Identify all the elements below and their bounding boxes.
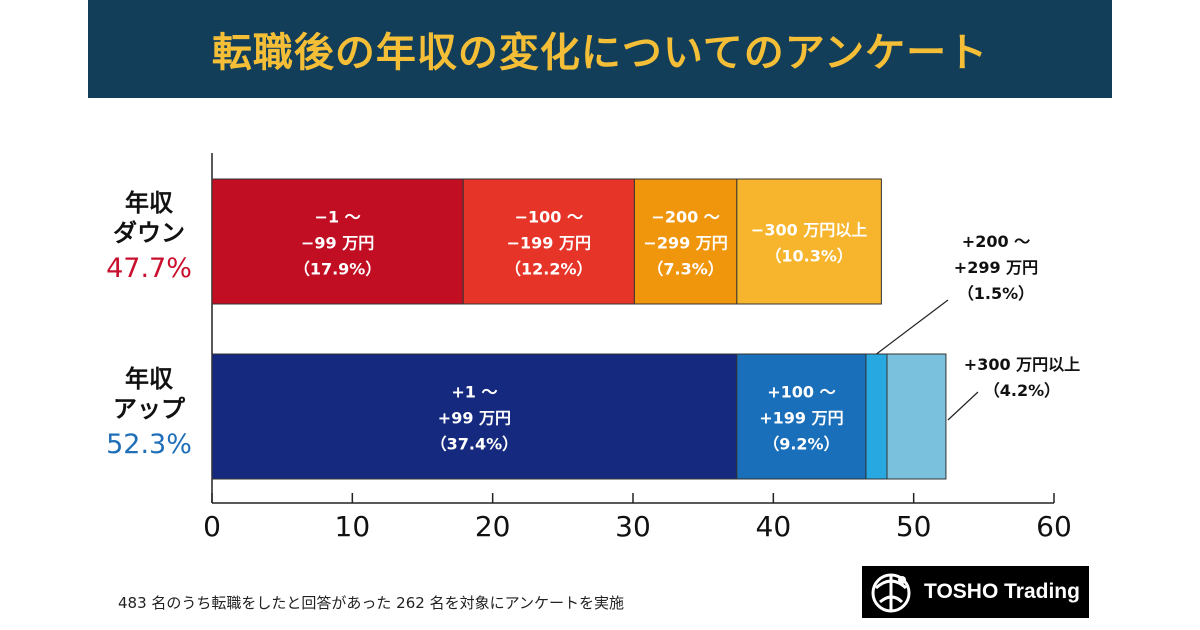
down-segment-label: −100 ～ [515, 208, 583, 227]
group-down-line1: 年収 [125, 189, 173, 217]
callout-label: （1.5%） [958, 284, 1034, 303]
company-logo: TOSHO Trading [862, 566, 1089, 618]
down-bar-segment [462, 178, 635, 305]
up-bar-segment [211, 353, 738, 480]
down-bar-segment [211, 178, 464, 305]
callout-label: +299 万円 [954, 258, 1038, 277]
down-segment-label: −300 万円以上 [751, 221, 867, 240]
down-segment-label: （10.3%） [765, 247, 853, 266]
callout-label: （4.2%） [984, 381, 1060, 400]
up-bar-segment [736, 353, 867, 480]
down-segment-label: −299 万円 [643, 234, 727, 253]
up-segment-label: +1 ～ [451, 383, 497, 402]
up-segment-label: +99 万円 [438, 409, 511, 428]
x-tick-label: 30 [615, 510, 651, 543]
up-segment-label: +199 万円 [759, 409, 843, 428]
chart-title: 転職後の年収の変化についてのアンケート [211, 30, 989, 76]
callout-leader-line [947, 391, 979, 421]
up-segment-label: +100 ～ [767, 383, 835, 402]
title-banner: 転職後の年収の変化についてのアンケート [88, 0, 1112, 98]
group-up-percent: 52.3% [106, 429, 192, 460]
group-label-down: 年収 ダウン 47.7% [90, 188, 208, 284]
group-label-up: 年収 アップ 52.3% [90, 364, 208, 460]
x-tick-label: 40 [756, 510, 792, 543]
down-segment-label: −200 ～ [651, 208, 719, 227]
group-up-line2: アップ [113, 395, 185, 423]
down-segment-label: −99 万円 [301, 234, 374, 253]
up-segment-label: （37.4%） [431, 435, 519, 454]
tosho-globe-icon [871, 573, 911, 613]
group-up-line1: 年収 [125, 365, 173, 393]
down-segment-label: （17.9%） [294, 260, 382, 279]
group-down-percent: 47.7% [106, 253, 192, 284]
down-segment-label: （7.3%） [647, 260, 723, 279]
callout-leader-line [876, 299, 949, 355]
callout-label: +200 ～ [962, 232, 1030, 251]
x-tick-label: 20 [475, 510, 511, 543]
up-bar-segment [865, 353, 888, 480]
logo-text: TOSHO Trading [924, 580, 1080, 603]
down-bar-segment [736, 178, 882, 305]
down-bar-segment [633, 178, 738, 305]
down-segment-label: −1 ～ [315, 208, 361, 227]
footer-note: 483 名のうち転職をしたと回答があった 262 名を対象にアンケートを実施 [118, 594, 624, 612]
group-down-line2: ダウン [113, 219, 185, 247]
x-tick-label: 60 [1036, 510, 1072, 543]
x-tick-label: 0 [203, 510, 221, 543]
up-segment-label: （9.2%） [763, 435, 839, 454]
x-tick-label: 10 [335, 510, 371, 543]
callout-label: +300 万円以上 [964, 355, 1080, 374]
x-tick-label: 50 [896, 510, 932, 543]
down-segment-label: −199 万円 [507, 234, 591, 253]
up-bar-segment [886, 353, 947, 480]
down-segment-label: （12.2%） [505, 260, 593, 279]
